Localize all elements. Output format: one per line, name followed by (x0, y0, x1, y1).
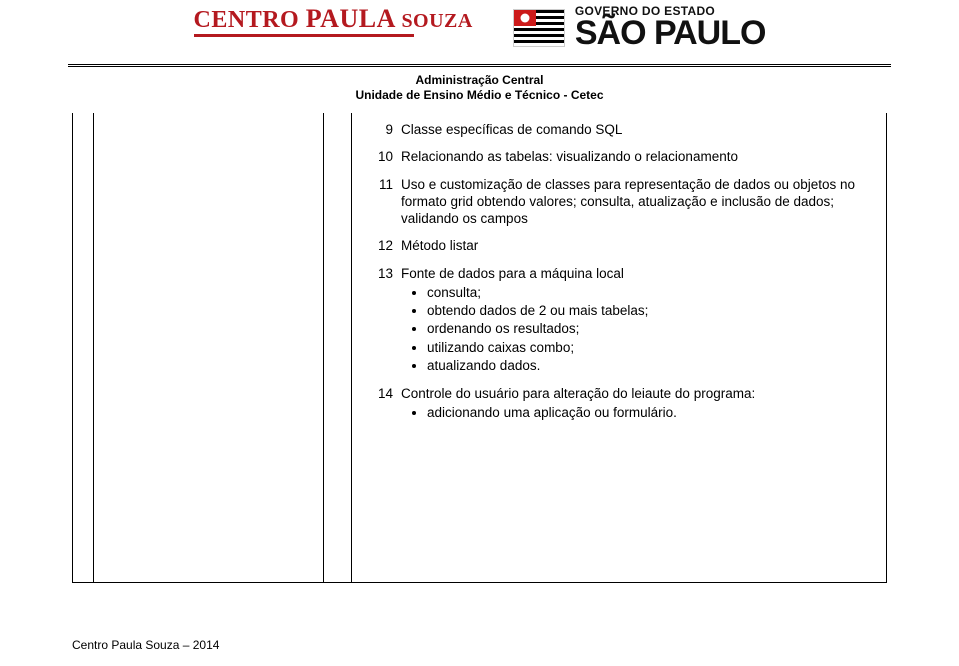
table-row: 12 Método listar (375, 237, 874, 254)
row-text: Método listar (401, 237, 874, 254)
bullet-item: ordenando os resultados; (427, 320, 874, 337)
cps-word-centro: CENTRO (194, 7, 306, 33)
footer-text: Centro Paula Souza – 2014 (72, 638, 219, 652)
cps-word-paula: PAULA (306, 4, 402, 33)
table-border-bottom (72, 582, 887, 583)
row-bullets: consulta; obtendo dados de 2 ou mais tab… (401, 284, 874, 374)
table-row: 13 Fonte de dados para a máquina local c… (375, 265, 874, 376)
row-text: Relacionando as tabelas: visualizando o … (401, 148, 874, 165)
cps-red-bar (194, 34, 414, 37)
table-border-right (886, 113, 887, 583)
row-text: Controle do usuário para alteração do le… (401, 385, 874, 423)
logo-centro-paula-souza: CENTRO PAULA SOUZA (194, 6, 473, 38)
row-number: 11 (375, 176, 401, 228)
row-number: 13 (375, 265, 401, 376)
page: CENTRO PAULA SOUZA GOVERNO DO ESTADO SÃO… (0, 0, 959, 666)
table-col-divider-3 (351, 113, 352, 583)
sp-flag-icon (513, 9, 565, 47)
admin-line-1: Administração Central (28, 73, 931, 88)
table-col-divider-2 (323, 113, 324, 583)
table-row: 11 Uso e customização de classes para re… (375, 176, 874, 228)
bullet-item: adicionando uma aplicação ou formulário. (427, 404, 874, 421)
row-bullets: adicionando uma aplicação ou formulário. (401, 404, 874, 421)
row-text-lead: Fonte de dados para a máquina local (401, 266, 624, 281)
content-column: 9 Classe específicas de comando SQL 10 R… (369, 113, 884, 581)
table-col-divider-1 (93, 113, 94, 583)
row-number: 10 (375, 148, 401, 165)
bullet-item: utilizando caixas combo; (427, 339, 874, 356)
cps-word-souza: SOUZA (401, 10, 472, 32)
logo-governo-sp: GOVERNO DO ESTADO SÃO PAULO (513, 6, 766, 50)
sp-line2: SÃO PAULO (575, 17, 766, 49)
header-logos: CENTRO PAULA SOUZA GOVERNO DO ESTADO SÃO… (28, 0, 931, 62)
bullet-item: consulta; (427, 284, 874, 301)
admin-lines: Administração Central Unidade de Ensino … (28, 73, 931, 103)
row-number: 14 (375, 385, 401, 423)
table-row: 14 Controle do usuário para alteração do… (375, 385, 874, 423)
bullet-item: atualizando dados. (427, 357, 874, 374)
table-row: 9 Classe específicas de comando SQL (375, 121, 874, 138)
header-rule (68, 64, 891, 67)
row-text: Uso e customização de classes para repre… (401, 176, 874, 228)
row-number: 9 (375, 121, 401, 138)
row-text: Classe específicas de comando SQL (401, 121, 874, 138)
row-number: 12 (375, 237, 401, 254)
table-area: 9 Classe específicas de comando SQL 10 R… (72, 113, 887, 583)
admin-line-2: Unidade de Ensino Médio e Técnico - Cete… (28, 88, 931, 103)
bullet-item: obtendo dados de 2 ou mais tabelas; (427, 302, 874, 319)
sp-text: GOVERNO DO ESTADO SÃO PAULO (575, 6, 766, 50)
row-text: Fonte de dados para a máquina local cons… (401, 265, 874, 376)
table-row: 10 Relacionando as tabelas: visualizando… (375, 148, 874, 165)
row-text-lead: Controle do usuário para alteração do le… (401, 386, 755, 401)
table-border-left (72, 113, 73, 583)
